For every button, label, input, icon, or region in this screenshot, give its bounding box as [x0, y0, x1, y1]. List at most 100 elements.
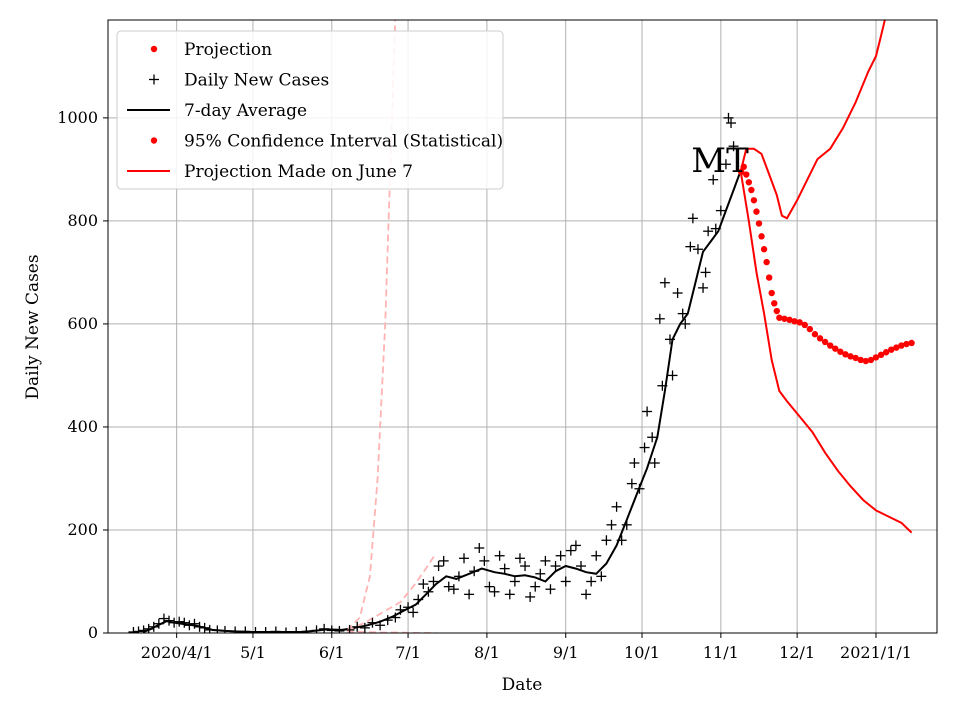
- daily-new-cases-point: [153, 618, 164, 629]
- daily-new-cases-point: [334, 625, 345, 633]
- daily-new-cases-point: [649, 458, 660, 469]
- projection-point: [903, 340, 910, 348]
- projection-point: [862, 357, 869, 365]
- legend-box: [116, 30, 504, 190]
- projection-point: [763, 258, 770, 266]
- daily-new-cases-point: [138, 625, 149, 633]
- state-annotation: MT: [691, 141, 749, 181]
- projection-point: [852, 354, 859, 362]
- projection-point: [768, 289, 775, 297]
- x-tick-label: 2020/4/1: [141, 643, 213, 662]
- projection-point: [882, 349, 890, 356]
- projection-point: [753, 208, 760, 215]
- daily-new-cases-point: [667, 370, 678, 381]
- daily-new-cases-point: [408, 607, 419, 618]
- clipped-series: [128, 20, 915, 633]
- daily-new-cases-point: [382, 615, 393, 626]
- daily-new-cases-point: [639, 442, 650, 453]
- daily-new-cases-point: [621, 519, 632, 530]
- daily-new-cases-point: [520, 561, 531, 572]
- daily-new-cases-point: [504, 589, 515, 600]
- x-axis-label: Date: [502, 675, 543, 695]
- daily-new-cases-point: [723, 112, 734, 123]
- legend: Projection Daily New Cases 7-day Average 95…: [116, 30, 504, 190]
- daily-new-cases-point: [367, 617, 378, 628]
- x-tick-label: 9/1: [553, 643, 579, 662]
- projection-point: [801, 321, 808, 329]
- y-tick-label: 400: [67, 417, 98, 436]
- x-tick-label: 7/1: [395, 643, 421, 662]
- daily-new-cases-point: [143, 623, 154, 633]
- daily-new-cases-point: [672, 288, 683, 299]
- daily-new-cases-point: [664, 334, 675, 345]
- projection-point: [806, 325, 814, 333]
- daily-new-cases-point: [654, 313, 665, 324]
- daily-new-cases-point: [459, 553, 470, 564]
- legend-label: 7-day Average: [184, 101, 307, 121]
- daily-new-cases-point: [677, 308, 688, 319]
- daily-new-cases-point: [509, 576, 520, 587]
- daily-new-cases-point: [581, 589, 592, 600]
- y-axis-label: Daily New Cases: [23, 254, 43, 399]
- y-tick-label: 800: [67, 211, 98, 230]
- projection-made-on-june-7-lower-line: [346, 552, 437, 632]
- daily-new-cases-point: [469, 566, 480, 577]
- projection-point: [872, 354, 880, 361]
- daily-new-cases-point: [219, 625, 230, 633]
- legend-dot-marker: [150, 137, 158, 144]
- projection-point: [893, 344, 900, 351]
- daily-new-cases-point: [484, 581, 495, 592]
- x-tick-label: 5/1: [240, 643, 266, 662]
- daily-new-cases-point: [499, 563, 510, 574]
- daily-new-cases-point: [606, 519, 617, 530]
- daily-new-cases-point: [390, 612, 401, 623]
- projection-point: [791, 318, 798, 325]
- y-tick-label: 200: [67, 520, 98, 539]
- projection-point: [745, 179, 753, 186]
- projection-point: [750, 197, 758, 204]
- daily-new-cases-point: [474, 543, 485, 554]
- projection-point: [857, 356, 864, 364]
- daily-new-cases-point: [601, 535, 612, 546]
- projection-point: [877, 351, 885, 359]
- daily-new-cases-point: [700, 267, 711, 278]
- projection-point: [867, 356, 875, 364]
- x-tick-label: 2021/1/1: [840, 643, 912, 662]
- daily-new-cases-point: [514, 553, 525, 564]
- legend-dot-marker: [150, 45, 158, 53]
- daily-new-cases-point: [629, 458, 640, 469]
- daily-new-cases-point: [311, 625, 322, 633]
- daily-new-cases-point: [164, 615, 175, 626]
- daily-new-cases-point: [575, 561, 586, 572]
- daily-new-cases-point: [489, 586, 500, 597]
- daily-new-cases-point: [433, 561, 444, 572]
- projection-point: [832, 345, 839, 352]
- daily-new-cases-point: [428, 576, 439, 587]
- daily-new-cases-point: [359, 622, 370, 633]
- daily-new-cases-point: [443, 581, 454, 592]
- daily-new-cases-point: [281, 627, 292, 633]
- daily-new-cases-point: [189, 618, 200, 629]
- daily-new-cases-point: [525, 591, 536, 602]
- daily-new-cases-point: [479, 555, 490, 566]
- daily-new-cases-point: [184, 620, 195, 631]
- daily-new-cases-point: [728, 141, 739, 152]
- daily-new-cases-point: [438, 555, 449, 566]
- daily-new-cases-point: [319, 623, 330, 633]
- legend-entry-daily-new-cases: Daily New Cases: [149, 71, 329, 91]
- daily-new-cases-point: [418, 579, 429, 590]
- daily-new-cases-point: [626, 478, 637, 489]
- daily-new-cases-point: [395, 604, 406, 615]
- projection-point: [765, 274, 773, 281]
- 95-confidence-interval-upper-line: [740, 20, 886, 220]
- daily-new-cases-point: [611, 501, 622, 512]
- daily-new-cases-point: [698, 282, 709, 293]
- projection-point: [826, 342, 834, 349]
- legend-label: Projection Made on June 7: [184, 162, 413, 182]
- daily-new-cases-point: [133, 626, 144, 633]
- daily-new-cases-point: [657, 380, 668, 391]
- projection-point: [796, 319, 803, 326]
- daily-new-cases-point: [448, 584, 459, 595]
- daily-new-cases-point: [715, 205, 726, 216]
